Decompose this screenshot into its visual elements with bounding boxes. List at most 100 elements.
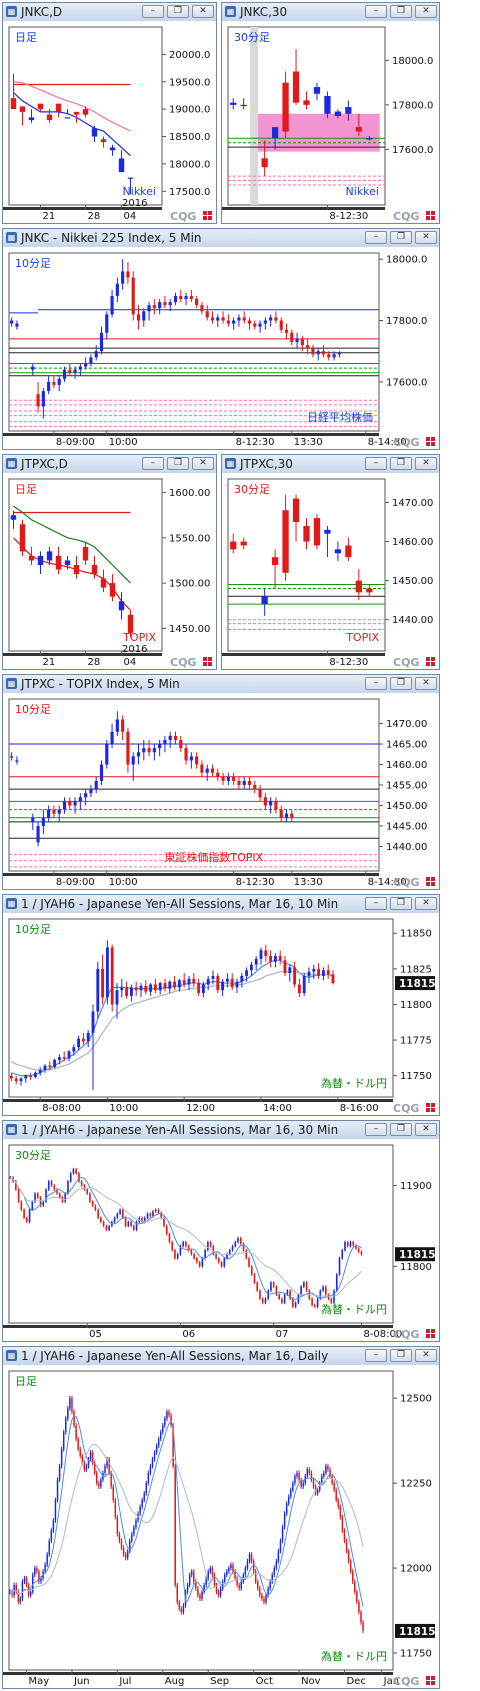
- candle-body: [259, 950, 263, 959]
- window-titlebar[interactable]: ▦ JNKC,30 – ❐ ✕: [222, 3, 439, 22]
- close-icon[interactable]: ✕: [415, 5, 437, 18]
- window-titlebar[interactable]: ▦ JTPXC - TOPIX Index, 5 Min – ❐ ✕: [3, 675, 439, 694]
- candle-body: [109, 583, 116, 597]
- candle-body: [345, 1540, 348, 1552]
- window-titlebar[interactable]: ▦ 1 / JYAH6 - Japanese Yen-All Sessions, …: [3, 895, 439, 914]
- chart-window-jnkc-5[interactable]: ▦ JNKC - Nikkei 225 Index, 5 Min – ❐ ✕ 18000.…: [2, 228, 440, 450]
- restore-icon[interactable]: ❐: [167, 457, 189, 470]
- candle: [38, 1067, 42, 1076]
- chart-window-jtpxc-5[interactable]: ▦ JTPXC - TOPIX Index, 5 Min – ❐ ✕ 1470.00 146…: [2, 674, 440, 890]
- chart-window-jyah6-10[interactable]: ▦ 1 / JYAH6 - Japanese Yen-All Sessions, …: [2, 894, 440, 1116]
- minimize-icon[interactable]: –: [365, 457, 387, 470]
- candle-body: [281, 1527, 284, 1541]
- restore-icon[interactable]: ❐: [390, 231, 412, 244]
- candle: [177, 978, 181, 992]
- window-titlebar[interactable]: ▦ JTPXC,30 – ❐ ✕: [222, 455, 439, 474]
- candle: [354, 1579, 356, 1595]
- candle-body: [67, 1051, 71, 1059]
- close-icon[interactable]: ✕: [415, 1349, 437, 1362]
- restore-icon[interactable]: ❐: [390, 677, 412, 690]
- chart-jyah6-10[interactable]: 11850 11825 11800 11775 11750 8-08:00 10:00 12:…: [3, 913, 439, 1115]
- candle-body: [153, 1452, 156, 1460]
- restore-icon[interactable]: ❐: [390, 1349, 412, 1362]
- candle: [311, 345, 315, 358]
- chart-jnkc-5[interactable]: 18000.0 17800.0 17600.0 8-09:00 10:00 8-12:30…: [3, 247, 439, 449]
- candle-body: [72, 1047, 76, 1052]
- candle-body: [72, 1169, 75, 1174]
- chart-window-jtpxc-30[interactable]: ▦ JTPXC,30 – ❐ ✕ 1470.00 1460.00 1450.00 1440.00…: [221, 454, 440, 670]
- candle-body: [265, 1595, 267, 1603]
- restore-icon[interactable]: ❐: [390, 457, 412, 470]
- candle-body: [165, 1225, 168, 1234]
- minimize-icon[interactable]: –: [365, 5, 387, 18]
- candle: [199, 1592, 201, 1602]
- candle-body: [356, 1591, 358, 1603]
- minimize-icon[interactable]: –: [365, 1349, 387, 1362]
- candle: [209, 1565, 212, 1574]
- close-icon[interactable]: ✕: [415, 677, 437, 690]
- chart-window-jyah6-30[interactable]: ▦ 1 / JYAH6 - Japanese Yen-All Sessions, …: [2, 1120, 440, 1342]
- restore-icon[interactable]: ❐: [390, 897, 412, 910]
- candle-body: [75, 1425, 77, 1439]
- x-tick-label: 8-12:30: [236, 437, 275, 448]
- window-titlebar[interactable]: ▦ 1 / JYAH6 - Japanese Yen-All Sessions, …: [3, 1347, 439, 1366]
- window-titlebar[interactable]: ▦ JNKC,D – ❐ ✕: [3, 3, 216, 22]
- window-titlebar[interactable]: ▦ 1 / JYAH6 - Japanese Yen-All Sessions, …: [3, 1121, 439, 1140]
- close-icon[interactable]: ✕: [415, 457, 437, 470]
- candle-body: [110, 731, 114, 745]
- restore-icon[interactable]: ❐: [390, 5, 412, 18]
- candle: [68, 797, 72, 810]
- chart-window-jtpxc-d[interactable]: ▦ JTPXC,D – ❐ ✕ 1600.00 1550.00 1500.00 1450.00 2…: [2, 454, 217, 670]
- restore-icon[interactable]: ❐: [390, 1123, 412, 1136]
- candle-body: [29, 1591, 32, 1596]
- candle-body: [250, 1554, 253, 1562]
- minimize-icon[interactable]: –: [142, 457, 164, 470]
- chart-jtpxc-30[interactable]: 1470.00 1460.00 1450.00 1440.00 8-12:30 30分足 T…: [222, 473, 439, 669]
- close-icon[interactable]: ✕: [415, 897, 437, 910]
- candle: [64, 555, 71, 570]
- candle: [326, 964, 330, 979]
- close-icon[interactable]: ✕: [192, 457, 214, 470]
- minimize-icon[interactable]: –: [365, 1123, 387, 1136]
- minimize-icon[interactable]: –: [365, 897, 387, 910]
- candle: [312, 1477, 315, 1489]
- chart-jnkc-30[interactable]: 18000.0 17800.0 17600.0 8-12:30 30分足 Nikkei CQ…: [222, 21, 439, 223]
- window-titlebar[interactable]: ▦ JNKC - Nikkei 225 Index, 5 Min – ❐ ✕: [3, 229, 439, 248]
- chart-jtpxc-5[interactable]: 1470.00 1465.00 1460.00 1455.00 1450.00 1445.…: [3, 693, 439, 889]
- candle: [289, 1289, 291, 1301]
- candle: [230, 533, 237, 554]
- candle: [226, 314, 230, 327]
- chart-jyah6-d[interactable]: 12500 12250 12000 11750 May Jun Jul Aug Sep Oct No…: [3, 1365, 439, 1688]
- candle-body: [152, 748, 156, 753]
- chart-jnkc-d[interactable]: 20000.0 19500.0 19000.0 18500.0 18000.0 17500…: [3, 21, 216, 223]
- candle-body: [89, 1452, 92, 1460]
- candle-body: [195, 299, 199, 306]
- candle: [184, 292, 188, 306]
- close-icon[interactable]: ✕: [415, 1123, 437, 1136]
- chart-window-jyah6-d[interactable]: ▦ 1 / JYAH6 - Japanese Yen-All Sessions, …: [2, 1346, 440, 1689]
- candle-body: [321, 1476, 323, 1484]
- minimize-icon[interactable]: –: [365, 677, 387, 690]
- candle-body: [159, 1432, 162, 1439]
- candle-body: [282, 510, 289, 573]
- candle-body: [186, 1585, 189, 1592]
- candle-body: [284, 329, 289, 333]
- minimize-icon[interactable]: –: [142, 5, 164, 18]
- window-title: JTPXC,D: [21, 457, 68, 471]
- chart-jtpxc-d[interactable]: 1600.00 1550.00 1500.00 1450.00 21 28 04 日足 TOPI…: [3, 473, 216, 669]
- candle-body: [17, 1591, 20, 1603]
- candle: [36, 821, 40, 847]
- restore-icon[interactable]: ❐: [167, 5, 189, 18]
- close-icon[interactable]: ✕: [415, 231, 437, 244]
- close-icon[interactable]: ✕: [192, 5, 214, 18]
- minimize-icon[interactable]: –: [365, 231, 387, 244]
- y-tick-label: 12000: [400, 1564, 432, 1575]
- chart-window-jnkc-30[interactable]: ▦ JNKC,30 – ❐ ✕ 18000.0 17800.0 17600.0 8-12:30 3…: [221, 2, 440, 224]
- candle: [190, 1569, 193, 1578]
- chart-window-jnkc-d[interactable]: ▦ JNKC,D – ❐ ✕ 20000.0 19500.0 19000.0 18500.0 18…: [2, 2, 217, 224]
- window-titlebar[interactable]: ▦ JTPXC,D – ❐ ✕: [3, 455, 216, 474]
- moving-average-line: [13, 505, 131, 584]
- candle: [284, 809, 289, 822]
- candle: [240, 537, 247, 550]
